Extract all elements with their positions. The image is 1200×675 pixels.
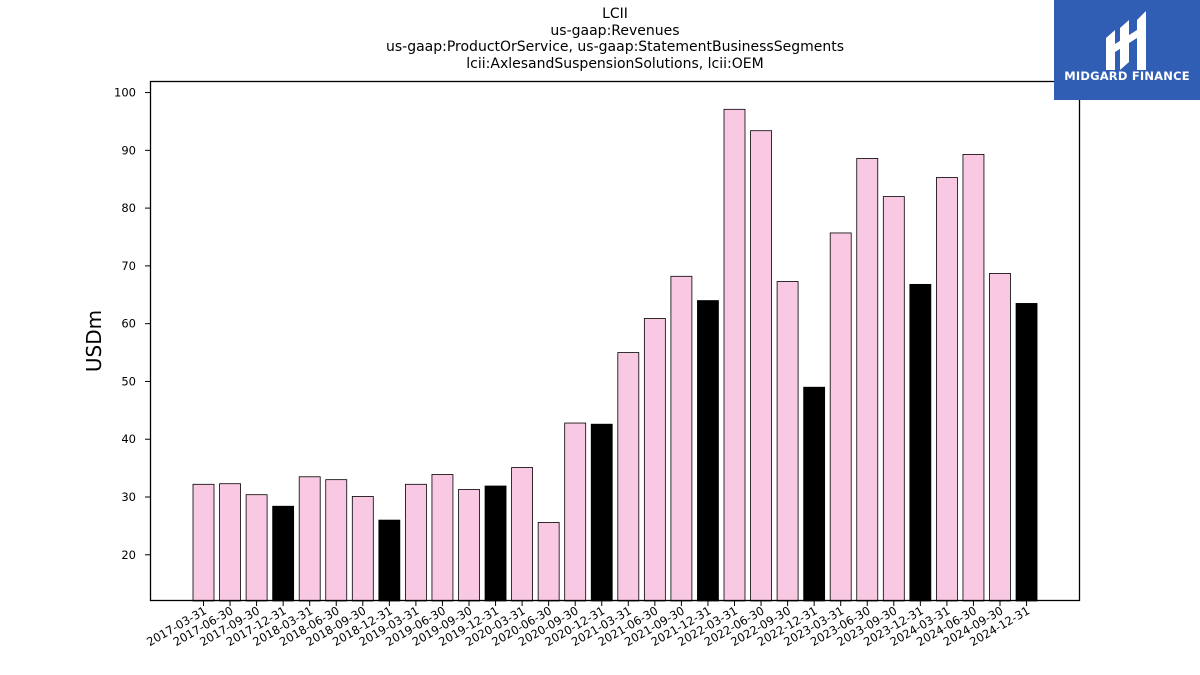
- bar-2024-12-31: [1015, 303, 1038, 602]
- bar-2022-09-30: [776, 281, 799, 602]
- bar-2022-06-30: [750, 130, 772, 602]
- bar-2021-06-30: [643, 318, 666, 602]
- y-tick-label: 70: [121, 259, 136, 273]
- chart-subtitle-line-2: us-gaap:ProductOrService, us-gaap:Statem…: [385, 39, 844, 56]
- bar-2018-06-30: [325, 479, 348, 602]
- y-tick-label: 20: [121, 548, 136, 562]
- bar-2021-09-30: [670, 275, 693, 602]
- bar-2019-06-30: [431, 474, 454, 602]
- chart-title-block: LCII us-gaap:Revenues us-gaap:ProductOrS…: [150, 6, 1080, 72]
- bar-2017-03-31: [192, 483, 215, 602]
- chart-subtitle-line-3: lcii:AxlesandSuspensionSolutions, lcii:O…: [466, 55, 764, 72]
- y-tick-label: 80: [121, 201, 136, 215]
- y-tick-label: 100: [114, 86, 136, 100]
- y-tick-label: 60: [121, 317, 136, 331]
- bar-2020-12-31: [590, 423, 613, 602]
- y-tick-label: 90: [121, 143, 136, 157]
- plot-frame: [149, 80, 1081, 602]
- bar-2018-12-31: [378, 519, 401, 602]
- chart-title: LCII: [602, 6, 628, 22]
- bar-2023-06-30: [856, 158, 879, 602]
- logo-wordmark: MIDGARD FINANCE: [1064, 69, 1190, 83]
- bar-2024-03-31: [936, 177, 958, 602]
- x-axis: 2017-03-312017-06-302017-09-302017-12-31…: [144, 601, 1032, 649]
- bar-2017-12-31: [272, 505, 295, 602]
- y-axis-label: USDm: [82, 310, 106, 372]
- y-axis: 20 30 40 50 60 70 80 90 100: [114, 86, 150, 562]
- bar-2022-12-31: [803, 386, 826, 602]
- bar-2024-06-30: [962, 153, 985, 602]
- bar-2023-03-31: [829, 232, 852, 602]
- bar-2020-06-30: [537, 522, 560, 602]
- bar-series: [192, 108, 1038, 602]
- bar-2017-06-30: [219, 483, 241, 602]
- bar-2022-03-31: [723, 108, 746, 602]
- chart-subtitle-line-1: us-gaap:Revenues: [550, 22, 680, 39]
- bar-2019-12-31: [484, 485, 507, 602]
- bar-2020-09-30: [564, 422, 587, 602]
- bar-2021-03-31: [617, 352, 640, 602]
- bar-2020-03-31: [511, 467, 534, 602]
- bar-2019-09-30: [458, 489, 480, 602]
- bar-2024-09-30: [989, 272, 1011, 602]
- bar-2023-12-31: [909, 283, 932, 602]
- bar-2017-09-30: [245, 494, 268, 602]
- bar-2018-09-30: [351, 496, 374, 602]
- bar-2023-09-30: [882, 196, 905, 602]
- y-tick-label: 40: [121, 432, 136, 446]
- y-tick-label: 50: [121, 374, 136, 388]
- midgard-finance-logo: MIDGARD FINANCE: [1054, 0, 1200, 100]
- bar-2018-03-31: [298, 476, 321, 602]
- logo-mark-icon: [1106, 11, 1146, 70]
- y-tick-label: 30: [121, 490, 136, 504]
- bar-2021-12-31: [697, 300, 719, 602]
- bar-2019-03-31: [404, 483, 427, 602]
